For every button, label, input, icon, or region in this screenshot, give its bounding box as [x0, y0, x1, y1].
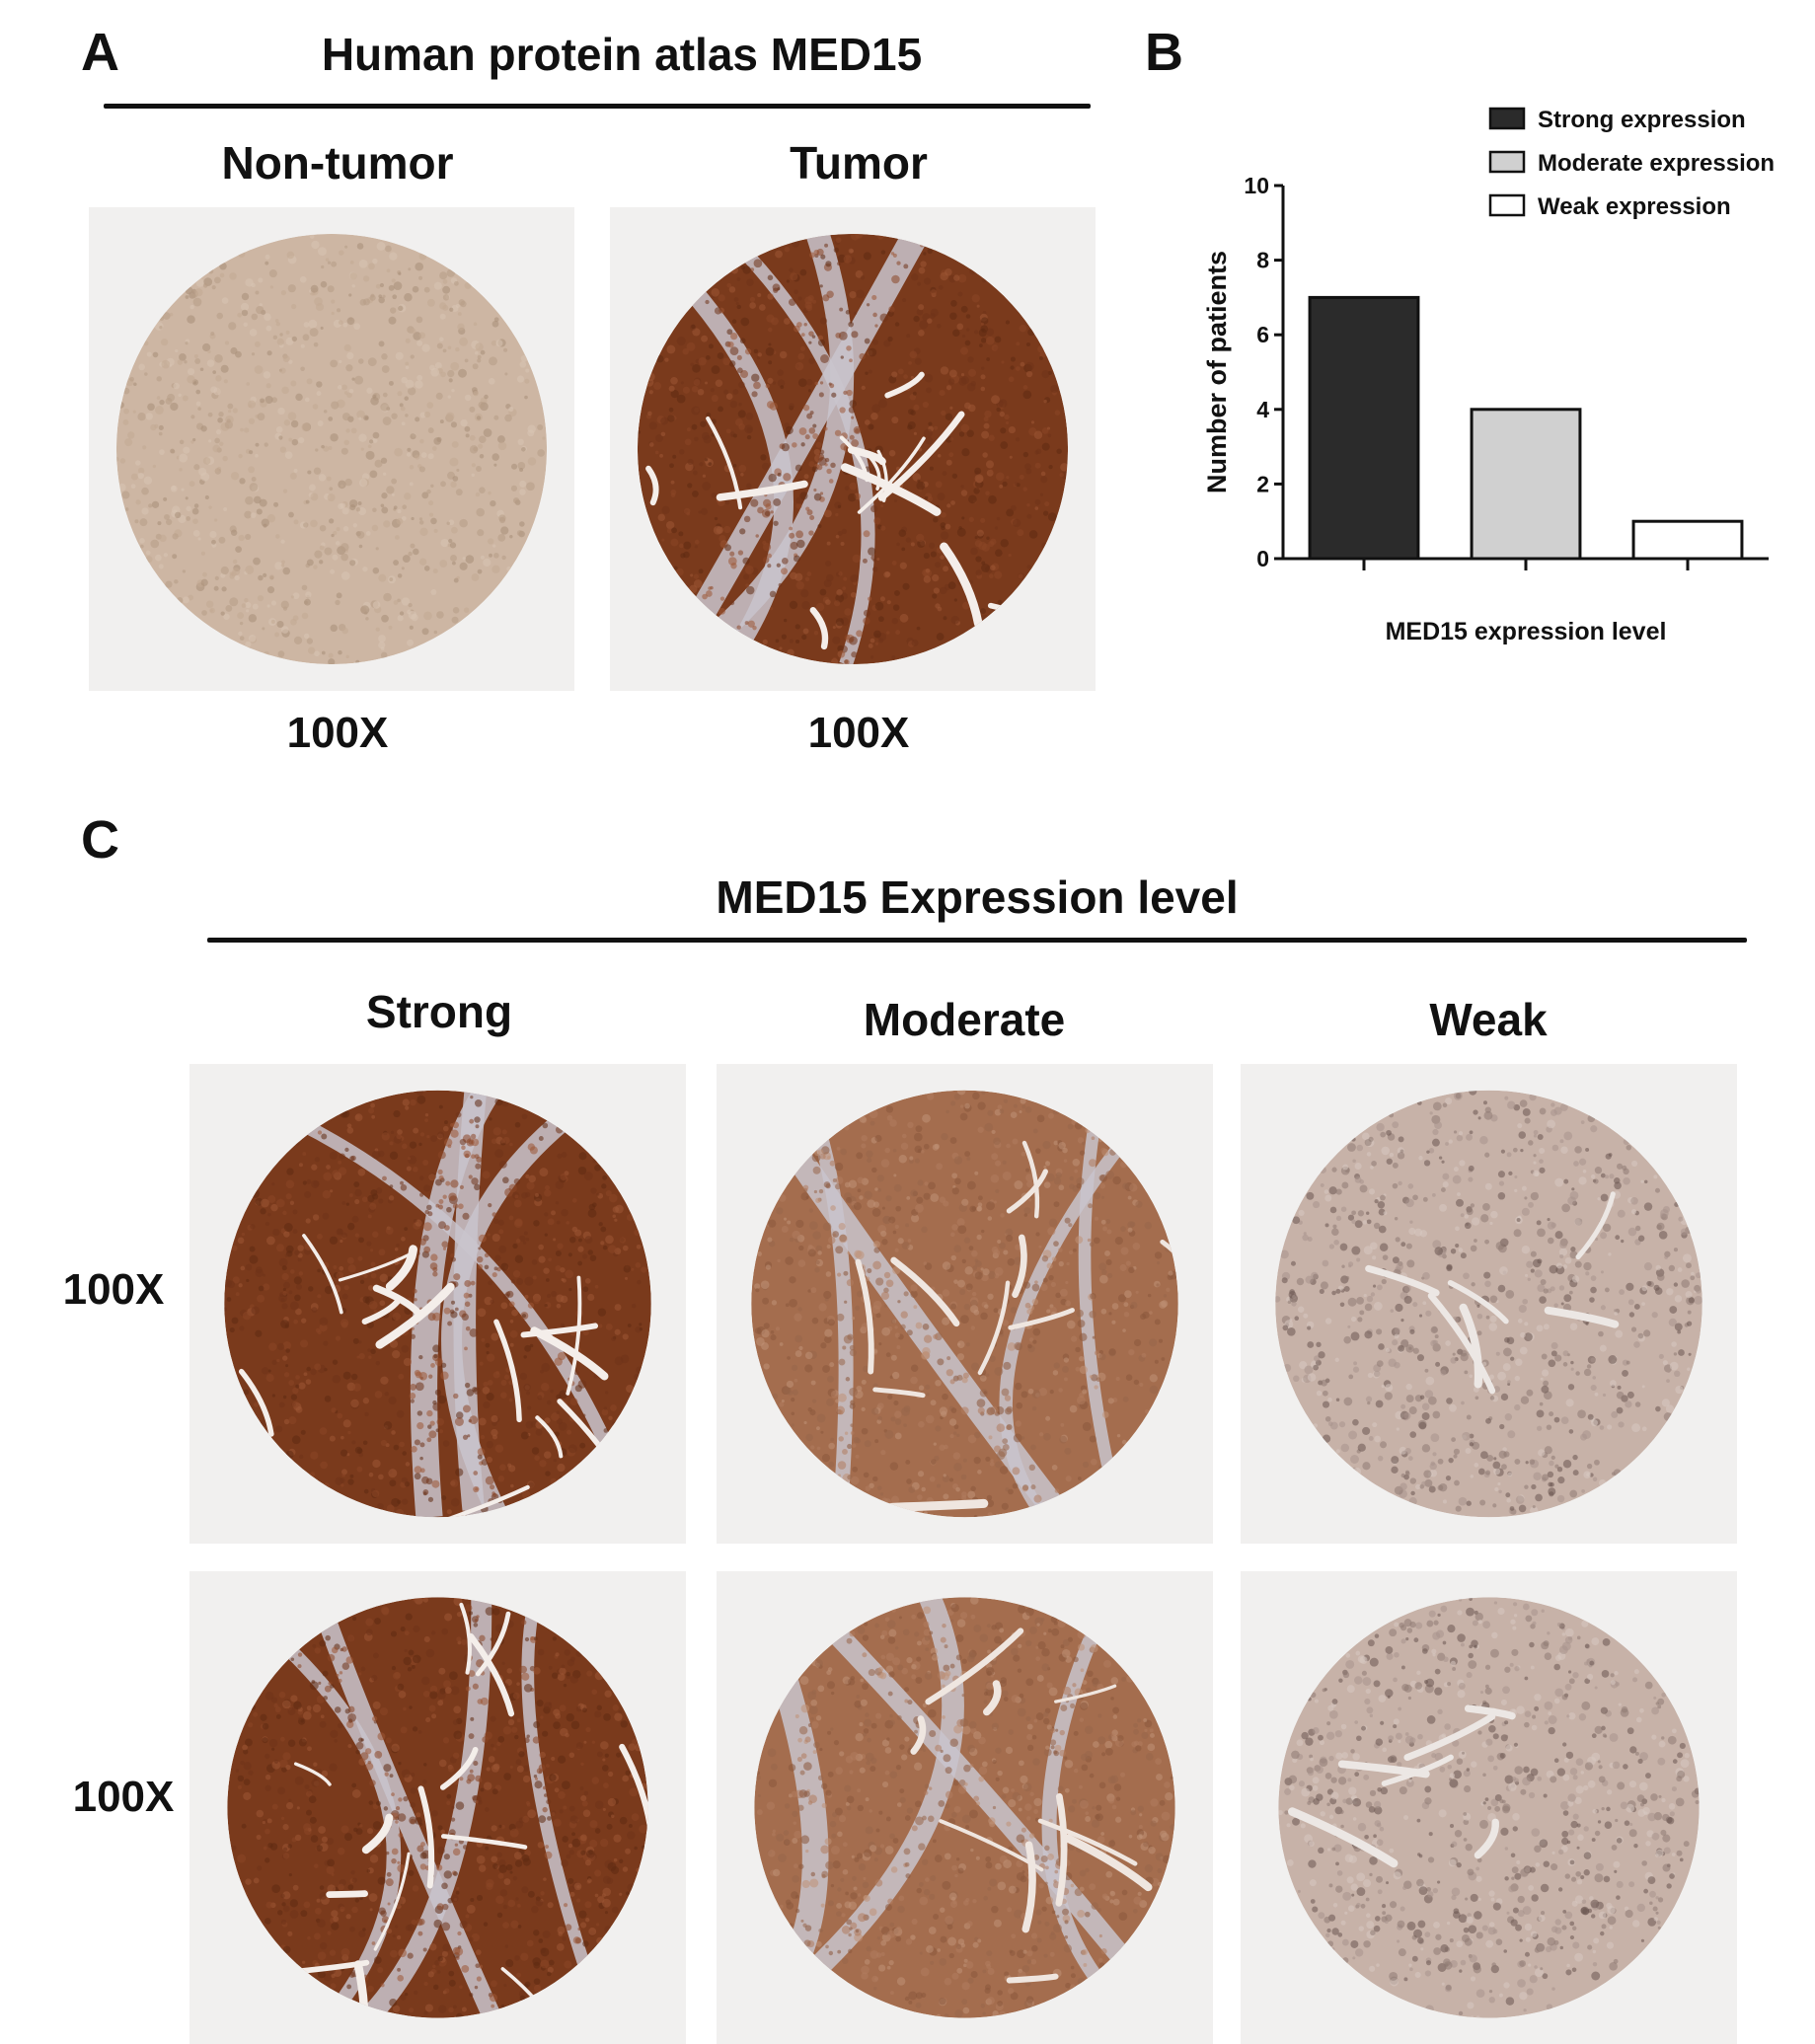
panel-a-mag-non-tumor: 100X — [286, 709, 389, 757]
legend-label: Strong expression — [1538, 107, 1746, 133]
panel-a-title: Human protein atlas MED15 — [321, 29, 923, 80]
tma-core-moderate-row2 — [717, 1571, 1213, 2044]
panel-a-rule — [104, 104, 1091, 109]
x-axis-label: MED15 expression level — [1386, 618, 1667, 645]
y-tick-label: 4 — [1256, 397, 1269, 422]
y-tick-label: 8 — [1256, 248, 1269, 273]
y-axis-label: Number of patients — [1202, 251, 1232, 493]
y-ticks: 0 2 4 6 8 10 — [1244, 173, 1283, 571]
panel-c-rule — [207, 938, 1747, 943]
bars — [1308, 295, 1744, 561]
legend-label: Weak expression — [1538, 193, 1731, 220]
panel-c-label-strong: Strong — [365, 986, 513, 1037]
panel-a-mag-tumor: 100X — [807, 709, 910, 757]
panel-a-label-tumor: Tumor — [790, 137, 928, 189]
panel-a-label-non-tumor: Non-tumor — [221, 137, 454, 189]
tma-core-weak-row2 — [1241, 1571, 1737, 2044]
y-tick-label: 2 — [1256, 471, 1269, 496]
panel-c-letter: C — [81, 810, 119, 870]
tma-core-non-tumor — [89, 207, 574, 691]
legend-swatch — [1488, 193, 1526, 217]
legend-swatch — [1488, 107, 1526, 130]
tma-core-strong-row2 — [189, 1571, 686, 2044]
panel-c-label-weak: Weak — [1429, 994, 1548, 1045]
x-ticks — [1362, 559, 1690, 570]
panel-b-letter: B — [1145, 23, 1183, 82]
tma-core-moderate-row1 — [717, 1064, 1213, 1544]
panel-c-row2-label: 100X — [72, 1773, 175, 1821]
bar-strong — [1308, 295, 1420, 561]
y-tick-label: 0 — [1256, 546, 1269, 571]
tma-core-strong-row1 — [189, 1064, 686, 1544]
panel-c-row1-label: 100X — [62, 1265, 165, 1314]
panel-c-title: MED15 Expression level — [716, 871, 1239, 923]
legend-label: Moderate expression — [1538, 150, 1775, 177]
y-tick-label: 6 — [1256, 322, 1269, 347]
tma-core-weak-row1 — [1241, 1064, 1737, 1544]
bar-weak — [1631, 519, 1744, 561]
bar-moderate — [1470, 408, 1582, 561]
legend-swatch — [1488, 150, 1526, 174]
legend: Strong expression Moderate expression Weak… — [1488, 107, 1775, 220]
tma-core-tumor — [610, 207, 1096, 691]
panel-a-letter: A — [81, 23, 119, 82]
y-tick-label: 10 — [1244, 173, 1269, 198]
panel-c-label-moderate: Moderate — [863, 994, 1066, 1045]
bar-chart: 0 2 4 6 8 10 Number of patients MED15 express… — [1202, 107, 1775, 645]
